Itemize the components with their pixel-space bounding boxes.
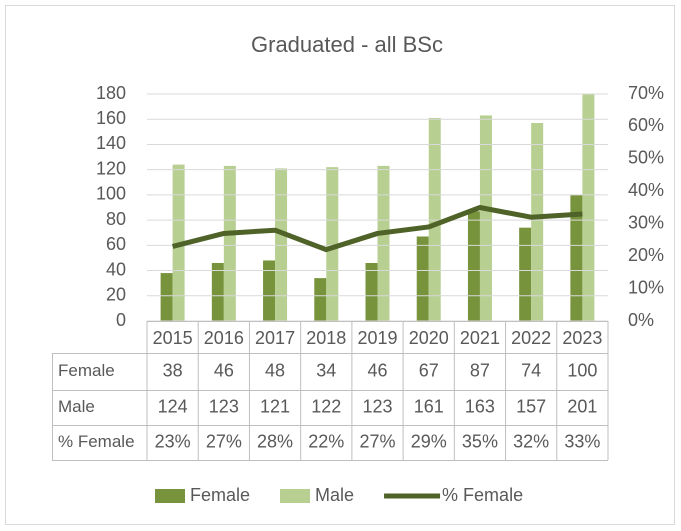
y2-tick-label: 0% [628, 310, 654, 330]
table-cell: 124 [158, 396, 188, 416]
y2-tick-label: 40% [628, 180, 664, 200]
y2-tick-label: 60% [628, 115, 664, 135]
table-cell: 201 [567, 396, 597, 416]
legend-label: Male [315, 485, 354, 505]
table-cell: 34 [316, 360, 336, 380]
table-cell: 121 [260, 396, 290, 416]
table-cell: 32% [513, 431, 549, 451]
bar [211, 262, 224, 321]
bar [519, 227, 532, 321]
table-cell: 100 [567, 360, 597, 380]
x-tick-label: 2019 [357, 328, 397, 348]
y-tick-label: 160 [96, 108, 126, 128]
table-cell: 74 [521, 360, 541, 380]
table-cell: 35% [462, 431, 498, 451]
table-cell: 48 [265, 360, 285, 380]
line [171, 205, 583, 253]
table-cell: 161 [414, 396, 444, 416]
table-cell: 22% [308, 431, 344, 451]
x-tick-label: 2023 [562, 328, 602, 348]
table-cell: 27% [359, 431, 395, 451]
legend-label: % Female [442, 485, 523, 505]
y-tick-label: 100 [96, 184, 126, 204]
x-tick-label: 2018 [306, 328, 346, 348]
y2-tick-label: 50% [628, 148, 664, 168]
table-cell: 157 [516, 396, 546, 416]
table-cell: 27% [206, 431, 242, 451]
bar [314, 278, 327, 321]
table-cell: 67 [419, 360, 439, 380]
table-cell: 29% [411, 431, 447, 451]
y2-tick-label: 20% [628, 245, 664, 265]
bar [223, 165, 236, 321]
table-row-label: Female [58, 361, 115, 380]
bar [531, 123, 544, 321]
bar [326, 167, 339, 321]
y2-tick-label: 10% [628, 277, 664, 297]
table-cell: 46 [367, 360, 387, 380]
x-tick-label: 2017 [255, 328, 295, 348]
table-cell: 122 [311, 396, 341, 416]
chart-border [5, 5, 675, 525]
table-cell: 28% [257, 431, 293, 451]
x-tick-label: 2020 [409, 328, 449, 348]
y2-tick-label: 70% [628, 83, 664, 103]
x-tick-label: 2015 [153, 328, 193, 348]
bar [263, 260, 276, 321]
table-cell: 23% [155, 431, 191, 451]
chart-title: Graduated - all BSc [251, 32, 443, 57]
y-tick-label: 80 [106, 209, 126, 229]
table-cell: 123 [362, 396, 392, 416]
bar [467, 211, 480, 321]
legend-label: Female [190, 485, 250, 505]
y-tick-label: 180 [96, 83, 126, 103]
table-cell: 33% [564, 431, 600, 451]
table-cell: 38 [163, 360, 183, 380]
bar [377, 165, 390, 321]
bar [160, 273, 173, 321]
bar [479, 115, 492, 321]
bar [570, 194, 583, 321]
bar [416, 236, 429, 321]
bar [275, 168, 288, 321]
y-tick-label: 60 [106, 234, 126, 254]
y-tick-label: 140 [96, 133, 126, 153]
table-cell: 163 [465, 396, 495, 416]
x-tick-label: 2021 [460, 328, 500, 348]
table-cell: 123 [209, 396, 239, 416]
bar [428, 117, 441, 321]
table-row-label: Male [58, 397, 95, 416]
table-cell: 87 [470, 360, 490, 380]
y-tick-label: 40 [106, 259, 126, 279]
table-cell: 46 [214, 360, 234, 380]
bar [365, 262, 378, 321]
legend-swatch [280, 489, 311, 503]
y-tick-label: 20 [106, 285, 126, 305]
x-tick-label: 2022 [511, 328, 551, 348]
legend-swatch [155, 489, 185, 503]
y2-tick-label: 30% [628, 212, 664, 232]
bar [582, 94, 595, 321]
x-tick-label: 2016 [204, 328, 244, 348]
y-tick-label: 120 [96, 158, 126, 178]
table-row-label: % Female [58, 432, 135, 451]
y-tick-label: 0 [116, 310, 126, 330]
